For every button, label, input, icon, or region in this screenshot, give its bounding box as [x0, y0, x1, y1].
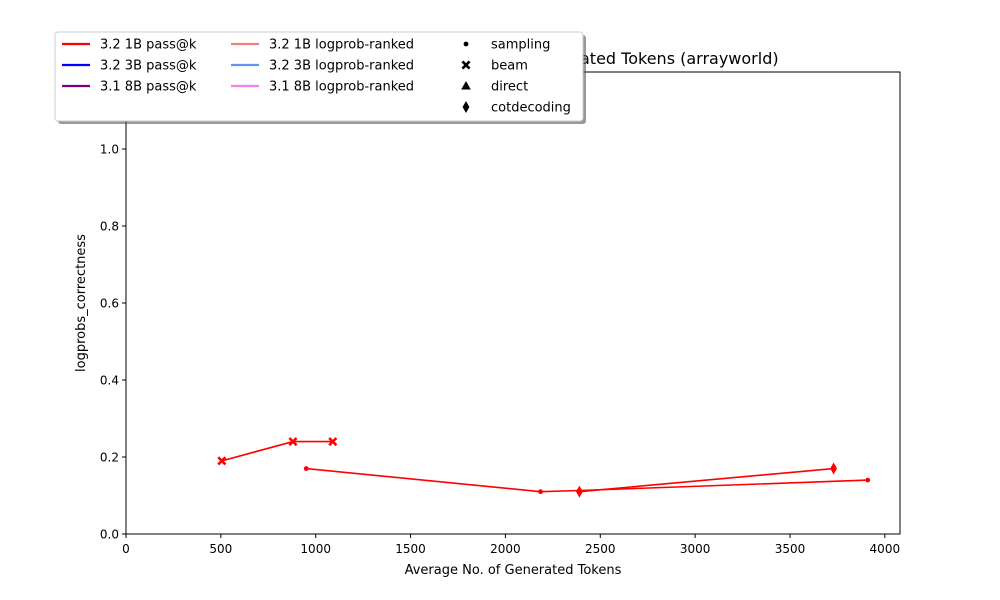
- x-tick-label: 2000: [490, 542, 521, 556]
- x-tick-label: 3500: [775, 542, 806, 556]
- data-point: [865, 477, 871, 483]
- legend-entry-label: direct: [491, 80, 528, 95]
- legend-entry-label: 3.1 8B pass@k: [100, 80, 197, 95]
- data-point: [538, 489, 543, 495]
- y-tick-label: 0.8: [100, 220, 119, 234]
- legend-marker: [462, 101, 470, 113]
- data-point: [288, 437, 298, 447]
- y-tick-label: 0.0: [100, 528, 119, 542]
- x-tick-label: 0: [122, 542, 130, 556]
- legend-entry-label: sampling: [491, 38, 550, 53]
- series-line: [579, 467, 834, 493]
- legend-marker: [463, 41, 469, 47]
- x-tick-label: 3000: [680, 542, 711, 556]
- y-tick-label: 1.0: [100, 143, 119, 157]
- x-tick-label: 4000: [870, 542, 901, 556]
- legend-entry-label: 3.2 3B logprob-ranked: [269, 59, 414, 74]
- y-axis-label: logprobs_correctness: [74, 234, 89, 372]
- data-point: [217, 456, 227, 466]
- legend-entry-label: 3.2 1B pass@k: [100, 38, 197, 53]
- chart-title: ated Tokens (arrayworld): [580, 49, 779, 68]
- series-layer: [217, 437, 871, 498]
- legend-entry-label: cotdecoding: [491, 101, 571, 116]
- x-tick-label: 1000: [300, 542, 331, 556]
- legend-box: [54, 31, 584, 122]
- legend-entry-label: 3.1 8B logprob-ranked: [269, 80, 414, 95]
- x-tick-label: 500: [209, 542, 232, 556]
- y-tick-label: 0.4: [100, 374, 119, 388]
- x-tick-label: 2500: [585, 542, 616, 556]
- series-line: [306, 467, 868, 493]
- legend-entry-label: 3.2 1B logprob-ranked: [269, 38, 414, 53]
- legend-marker: [461, 81, 471, 90]
- legend-marker: [461, 60, 471, 70]
- series-beam: [217, 437, 338, 466]
- series-cotdecoding: [575, 462, 838, 498]
- data-point: [830, 462, 838, 475]
- axes: 0 500 1000 1500 2000 2500 3000 3500 4000 0.0 0.2 0.…: [100, 71, 901, 556]
- x-axis-label: Average No. of Generated Tokens: [405, 563, 622, 578]
- series-sampling: [303, 466, 871, 495]
- y-tick-label: 0.2: [100, 451, 119, 465]
- legend: 3.2 1B pass@k 3.2 3B pass@k 3.1 8B pass@k 3…: [54, 31, 586, 124]
- x-tick-label: 1500: [395, 542, 426, 556]
- series-line: [221, 440, 333, 462]
- data-point: [328, 437, 338, 447]
- y-tick-label: 0.6: [100, 297, 119, 311]
- legend-entry-label: beam: [491, 59, 528, 74]
- legend-entry-label: 3.2 3B pass@k: [100, 59, 197, 74]
- data-point: [575, 485, 583, 498]
- data-point: [303, 466, 309, 471]
- plot-frame: [125, 71, 901, 535]
